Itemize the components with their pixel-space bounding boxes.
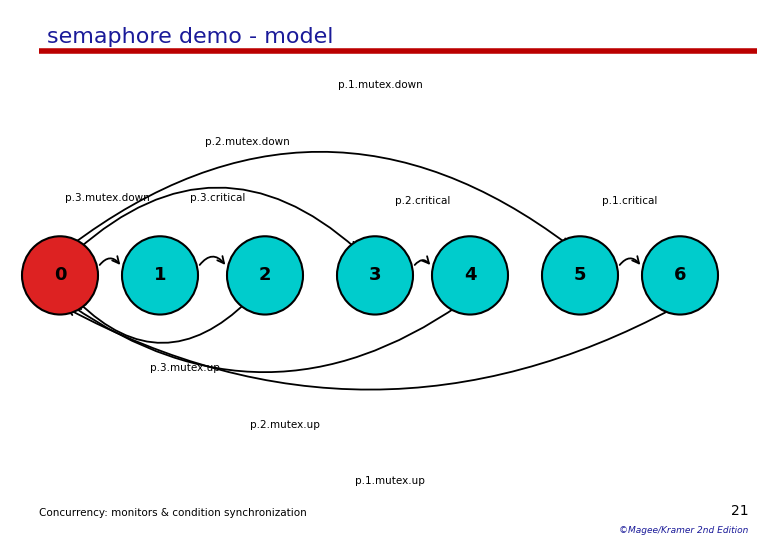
Ellipse shape [542,237,618,314]
Text: 1: 1 [154,266,166,285]
Ellipse shape [122,237,198,314]
Text: 21: 21 [731,504,749,518]
Ellipse shape [22,237,98,314]
Text: 5: 5 [574,266,587,285]
Ellipse shape [337,237,413,314]
Text: 6: 6 [674,266,686,285]
Text: Concurrency: monitors & condition synchronization: Concurrency: monitors & condition synchr… [39,508,307,518]
Ellipse shape [227,237,303,314]
Text: p.2.mutex.down: p.2.mutex.down [205,137,290,146]
Text: semaphore demo - model: semaphore demo - model [47,27,333,47]
Text: p.3.mutex.up: p.3.mutex.up [150,363,220,373]
Text: p.2.mutex.up: p.2.mutex.up [250,420,320,430]
Text: p.1.mutex.up: p.1.mutex.up [355,476,425,487]
Ellipse shape [432,237,508,314]
Text: p.2.critical: p.2.critical [395,196,450,206]
Text: p.3.critical: p.3.critical [190,193,246,203]
Text: 3: 3 [369,266,381,285]
Text: p.3.mutex.down: p.3.mutex.down [65,193,150,203]
Text: 2: 2 [259,266,271,285]
Text: ©Magee/Kramer 2nd Edition: ©Magee/Kramer 2nd Edition [619,525,749,535]
Text: 0: 0 [54,266,66,285]
Ellipse shape [642,237,718,314]
Text: p.1.critical: p.1.critical [602,196,658,206]
Text: 4: 4 [464,266,477,285]
Text: p.1.mutex.down: p.1.mutex.down [338,80,423,90]
